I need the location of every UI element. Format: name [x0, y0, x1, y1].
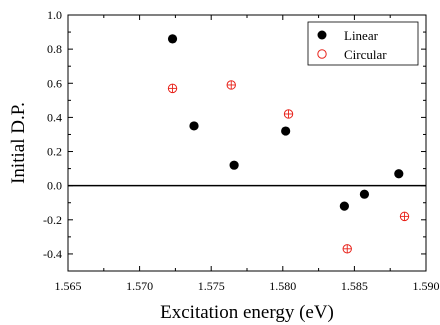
x-tick-labels: 1.565 1.570 1.575 1.580 1.585 1.590 — [55, 279, 440, 293]
legend-linear-label: Linear — [344, 28, 379, 43]
legend-circular-marker — [317, 49, 327, 59]
legend-linear-marker — [317, 30, 327, 40]
legend-circular-label: Circular — [344, 47, 387, 62]
linear-point — [189, 121, 199, 131]
linear-point — [394, 169, 404, 179]
linear-point — [359, 189, 370, 199]
y-axis-label: Initial D.P. — [8, 102, 29, 184]
y-tick-label: 0.8 — [47, 42, 62, 56]
y-tick-label: -0.4 — [43, 247, 62, 261]
legend-box — [307, 21, 419, 66]
circular-point — [226, 80, 236, 90]
circular-point — [167, 83, 178, 94]
y-tick-label: -0.2 — [43, 213, 62, 227]
x-tick-label: 1.565 — [55, 279, 82, 293]
x-tick-label: 1.590 — [413, 279, 440, 293]
linear-point — [229, 160, 239, 170]
circular-point — [283, 109, 294, 119]
legend: Linear Circular — [307, 21, 419, 66]
x-tick-label: 1.580 — [269, 279, 296, 293]
x-tick-label: 1.585 — [341, 279, 368, 293]
y-tick-label: 0.6 — [47, 76, 62, 90]
y-tick-labels: -0.4 -0.2 0.0 0.2 0.4 0.6 0.8 1.0 — [43, 8, 62, 261]
linear-point — [339, 201, 349, 211]
x-axis-label: Excitation energy (eV) — [160, 302, 334, 323]
x-tick-label: 1.570 — [126, 279, 153, 293]
y-tick-label: 0.2 — [47, 145, 62, 159]
axis-ticks — [67, 14, 427, 272]
circular-point — [399, 211, 410, 222]
y-tick-label: 1.0 — [47, 8, 62, 22]
linear-point — [167, 34, 178, 44]
y-tick-label: 0.0 — [47, 179, 62, 193]
circular-point — [342, 244, 352, 254]
data-points — [167, 34, 410, 254]
linear-point — [281, 126, 291, 136]
x-tick-label: 1.575 — [198, 279, 225, 293]
y-tick-label: 0.4 — [47, 110, 62, 124]
